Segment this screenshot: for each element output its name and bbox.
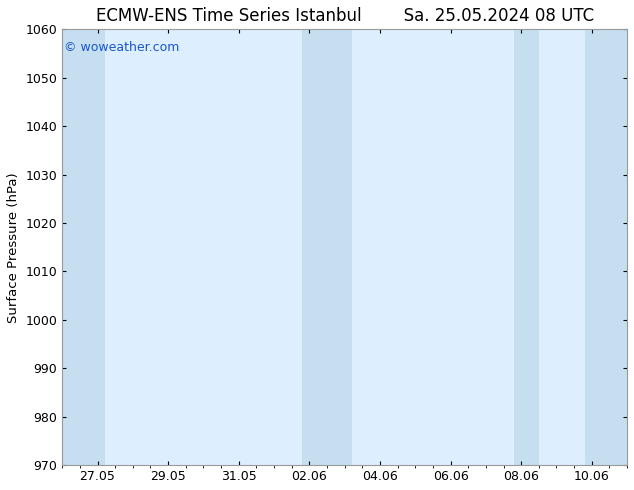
Title: ECMW-ENS Time Series Istanbul        Sa. 25.05.2024 08 UTC: ECMW-ENS Time Series Istanbul Sa. 25.05.… xyxy=(96,7,593,25)
Text: © woweather.com: © woweather.com xyxy=(64,41,179,54)
Bar xyxy=(514,29,539,465)
Bar xyxy=(585,29,627,465)
Bar xyxy=(302,29,352,465)
Y-axis label: Surface Pressure (hPa): Surface Pressure (hPa) xyxy=(7,172,20,322)
Bar xyxy=(62,29,105,465)
